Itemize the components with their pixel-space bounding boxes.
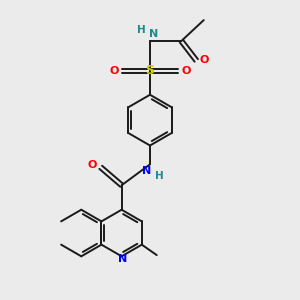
Text: O: O (200, 55, 209, 65)
Text: O: O (88, 160, 97, 170)
Text: O: O (181, 66, 190, 76)
Text: H: H (155, 171, 164, 181)
Text: S: S (146, 64, 154, 77)
Text: N: N (118, 254, 127, 264)
Text: H: H (137, 25, 146, 35)
Text: N: N (149, 29, 158, 39)
Text: O: O (110, 66, 119, 76)
Text: N: N (142, 166, 151, 176)
